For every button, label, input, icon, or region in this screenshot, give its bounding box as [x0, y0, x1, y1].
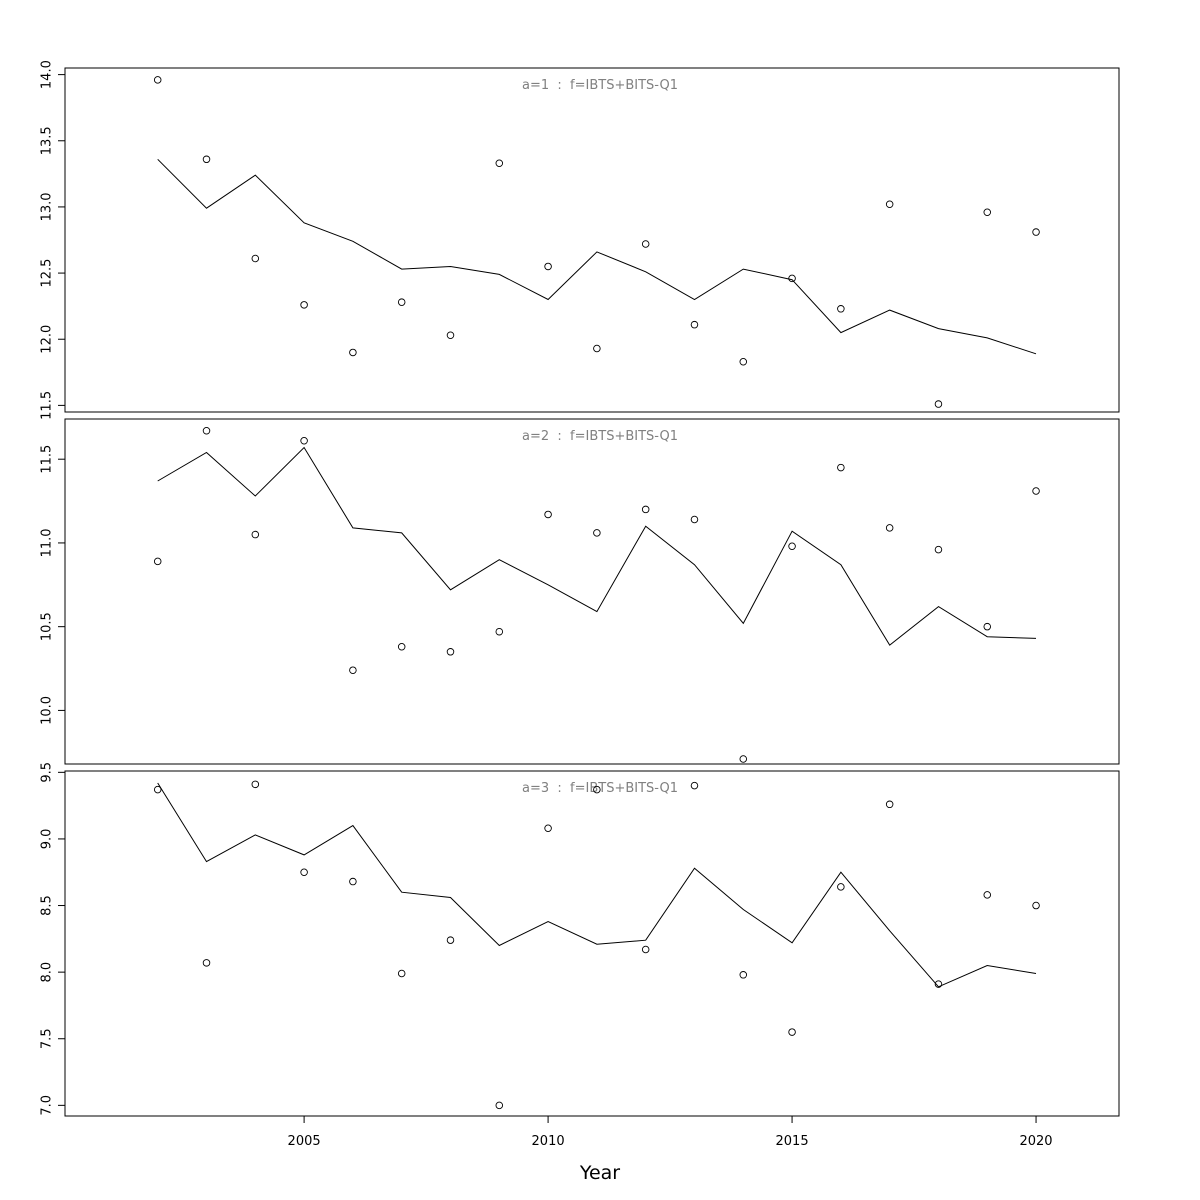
panel-1-observed-point [202, 155, 211, 164]
panel-3-observed-point [885, 800, 894, 809]
panel-2-title: a=2 : f=IBTS+BITS-Q1 [522, 429, 678, 444]
panel-2-observed-point [934, 545, 943, 554]
panel-3-observed-point [983, 891, 992, 899]
panel-2-observed-point [593, 529, 601, 537]
panel-3-observed-point [202, 959, 211, 967]
panel-1-observed-point [544, 262, 552, 271]
panel-1-title: a=1 : f=IBTS+BITS-Q1 [522, 78, 678, 93]
panel-2-observed-point [300, 437, 308, 445]
panel-1-observed-point [251, 254, 260, 263]
panel-2-observed-point [1032, 487, 1040, 495]
panel-3-frame [64, 770, 1120, 1117]
panel-2-y-tick-label: 11.0 [40, 528, 55, 557]
panel-3-observed-point [641, 945, 650, 954]
panel-2: 10.0 10.5 11.0 11.5 a=2 : f=IBTS+BITS-Q1 [40, 418, 1120, 765]
panel-1-observed-point [641, 240, 650, 248]
panel-1-observed-point [153, 76, 162, 84]
panel-1-observed-point [690, 320, 699, 329]
panel-2-observed-point [837, 463, 845, 472]
panel-1-observed-point [1032, 228, 1040, 236]
panel-2-observed-point [983, 622, 992, 631]
panel-2-y-tick-label: 10.0 [40, 696, 55, 725]
panel-3-fitted-line [157, 782, 1037, 988]
panel-3-y-tick-label: 9.0 [40, 829, 55, 850]
x-axis: 2005 2010 2015 2020 [288, 1115, 1053, 1149]
chart-panels: 11.5 12.0 12.5 13.0 13.5 14.0 a=1 : f=IBTS+BIT… [40, 60, 1120, 1117]
panel-1-observed-point [593, 344, 601, 353]
panel-3: 7.07.58.08.59.09.5a=3 : f=IBTS+BITS-Q1 [40, 762, 1120, 1117]
panel-1-observed-point [495, 159, 504, 168]
panel-3-observed-point [1032, 901, 1040, 910]
panel-1-observed-point [934, 400, 943, 408]
panel-2-observed-point [397, 643, 406, 651]
panel-3-observed-point [690, 781, 699, 790]
panel-2-y-tick-label: 10.5 [40, 612, 55, 641]
panel-3-y-tick-label: 8.5 [40, 895, 55, 916]
panel-3-y-tick-label: 7.0 [40, 1095, 55, 1116]
panel-1-y-tick-label: 13.0 [40, 192, 55, 221]
panel-1-observed-point [397, 298, 406, 306]
panel-2-observed-point [739, 755, 748, 763]
panel-3-y-tick-label: 9.5 [40, 762, 55, 783]
panel-3-y-tick-label: 7.5 [40, 1028, 55, 1049]
panel-2-frame [64, 418, 1120, 765]
panel-1-observed-point [885, 200, 894, 209]
panel-3-y-tick-label: 8.0 [40, 962, 55, 983]
panel-3-observed-point [495, 1101, 504, 1110]
panel-3-observed-point [837, 883, 845, 891]
panel-2-observed-point [690, 515, 699, 524]
panel-2-observed-point [544, 510, 552, 519]
panel-1-observed-point [349, 348, 357, 357]
panel-2-observed-point [202, 426, 211, 435]
panel-1-y-tick-label: 14.0 [40, 60, 55, 89]
panel-2-observed-point [153, 557, 162, 566]
panel-2-observed-point [349, 666, 357, 674]
panel-3-observed-point [788, 1028, 796, 1036]
panel-1-observed-point [983, 208, 992, 216]
panel-1-observed-point [837, 305, 845, 313]
panel-2-y-tick-label: 11.5 [40, 445, 55, 474]
panel-3-observed-point [397, 969, 406, 978]
x-tick-label: 2005 [288, 1134, 321, 1149]
x-axis-label: Year [579, 1162, 620, 1184]
panel-1-observed-point [446, 331, 455, 340]
panel-1-observed-point [300, 301, 308, 309]
panel-1: 11.5 12.0 12.5 13.0 13.5 14.0 a=1 : f=IBTS+BIT… [40, 60, 1120, 420]
panel-1-frame [64, 67, 1120, 413]
panel-3-observed-point [934, 980, 943, 988]
panel-1-y-tick-label: 13.5 [40, 126, 55, 155]
panel-3-observed-point [349, 877, 357, 886]
panel-3-observed-point [544, 824, 552, 833]
panel-1-y-tick-label: 12.5 [40, 259, 55, 288]
panel-2-observed-point [641, 505, 650, 514]
panel-2-observed-point [885, 524, 894, 532]
panel-3-observed-point [739, 971, 748, 979]
panel-3-observed-point [153, 785, 162, 794]
panel-3-observed-point [446, 936, 455, 944]
panel-3-observed-point [300, 868, 308, 876]
panel-1-y-tick-label: 11.5 [40, 391, 55, 420]
panel-3-observed-point [251, 780, 260, 789]
panel-2-observed-point [495, 627, 504, 636]
panel-2-fitted-line [157, 446, 1037, 646]
panel-2-observed-point [788, 542, 796, 551]
panel-1-fitted-line [157, 158, 1037, 355]
panel-3-observed-point [593, 785, 601, 794]
panel-1-y-tick-label: 12.0 [40, 325, 55, 354]
panel-1-observed-point [788, 274, 796, 283]
x-tick-label: 2015 [776, 1134, 809, 1149]
x-tick-label: 2010 [532, 1134, 565, 1149]
panel-2-observed-point [251, 530, 260, 539]
panel-1-observed-point [739, 357, 748, 366]
x-tick-label: 2020 [1019, 1134, 1052, 1149]
panel-2-observed-point [446, 648, 455, 656]
